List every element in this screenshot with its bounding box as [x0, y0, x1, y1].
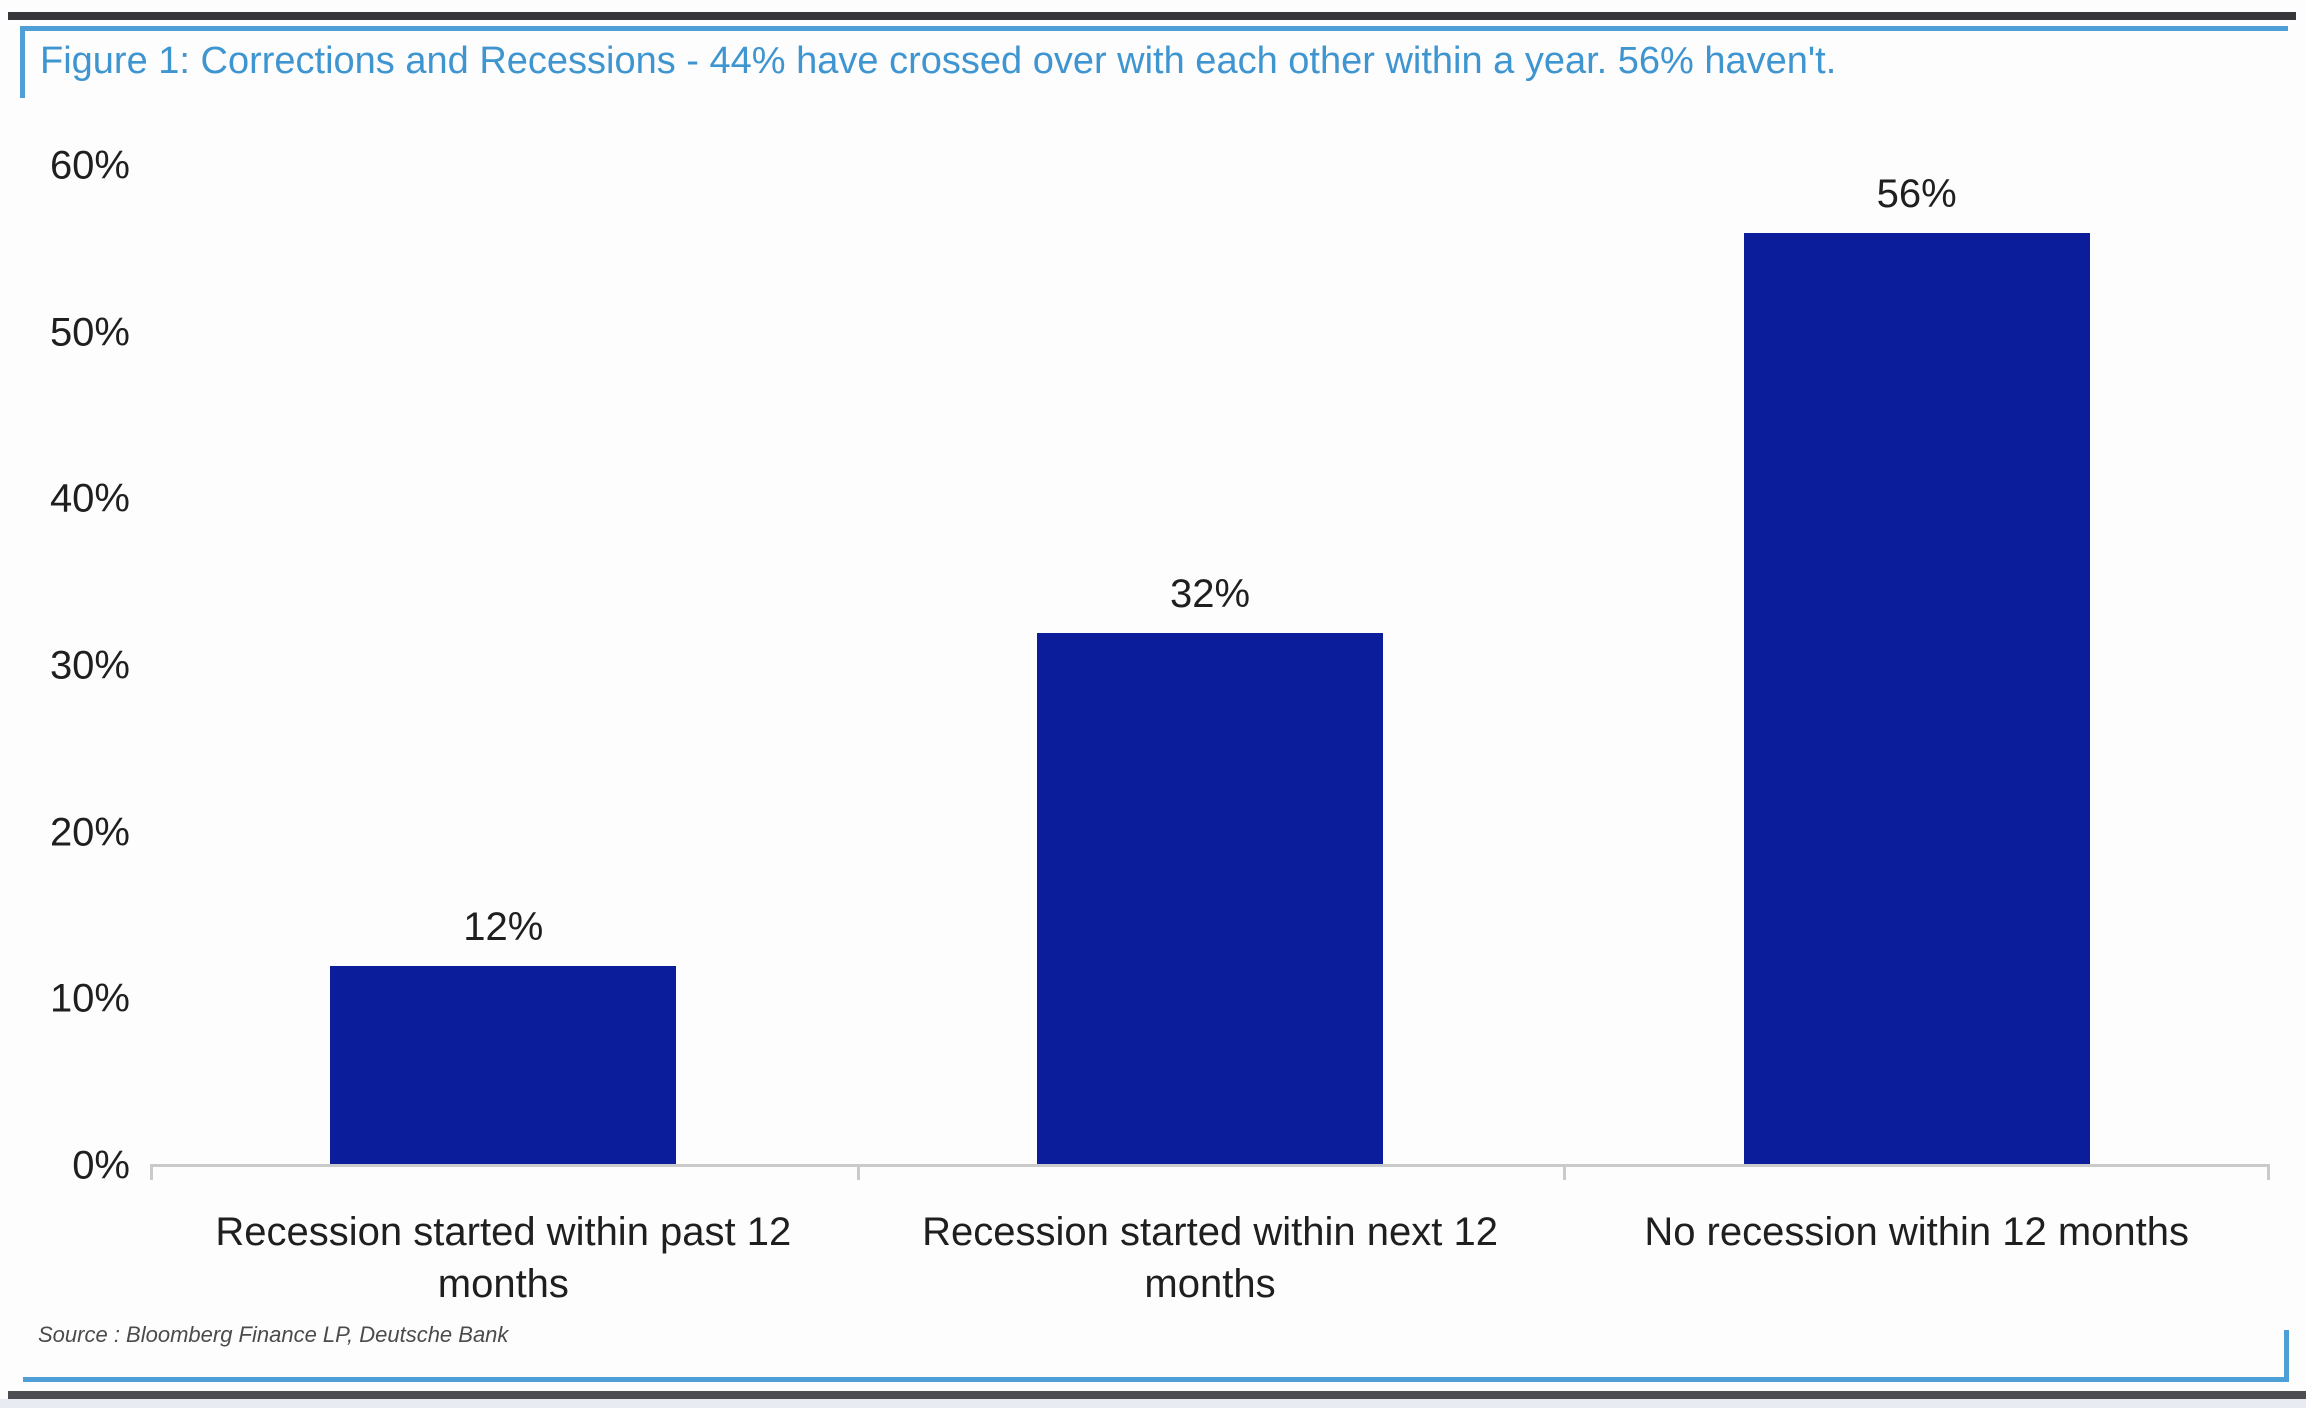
bar-cell: 56% — [1563, 166, 2270, 1166]
bars-row: 12% 32% 56% — [150, 166, 2270, 1166]
y-tick-label: 40% — [49, 476, 130, 521]
bar — [330, 966, 677, 1166]
y-axis: 0% 10% 20% 30% 40% 50% 60% — [0, 144, 130, 1188]
category-label: Recession started within next 12 months — [922, 1210, 1498, 1306]
y-tick-label: 50% — [49, 310, 130, 355]
bar-cell: 32% — [857, 166, 1564, 1166]
figure-border-left-tick — [20, 26, 25, 98]
figure-bottom-border — [23, 1377, 2289, 1382]
figure-title: Figure 1: Corrections and Recessions - 4… — [40, 40, 1837, 82]
y-tick-label: 60% — [49, 143, 130, 188]
figure-border-right-tick — [2284, 1330, 2289, 1382]
page-top-rule — [8, 12, 2296, 20]
category-label: No recession within 12 months — [1644, 1210, 2190, 1254]
y-tick-label: 30% — [49, 643, 130, 688]
category-axis-labels: Recession started within past 12 months R… — [150, 1206, 2270, 1310]
bar-chart-plot-area: 12% 32% 56% — [150, 166, 2270, 1166]
bar-value-label: 12% — [463, 905, 544, 949]
page-bottom-rule — [8, 1391, 2306, 1399]
x-axis-tick — [856, 1164, 860, 1180]
y-tick-label: 20% — [49, 810, 130, 855]
bar — [1743, 232, 2090, 1166]
bar — [1036, 632, 1384, 1166]
y-tick-label: 10% — [49, 976, 130, 1021]
category-label: Recession started within past 12 months — [215, 1210, 792, 1306]
bar-value-label: 32% — [1169, 571, 1251, 616]
x-axis-tick — [150, 1164, 153, 1180]
page-bottom-strip — [0, 1399, 2306, 1408]
x-axis-tick — [1563, 1164, 1567, 1180]
y-tick-label: 0% — [72, 1143, 130, 1188]
x-axis-line — [150, 1164, 2270, 1167]
x-axis-tick — [2267, 1164, 2270, 1180]
source-note: Source : Bloomberg Finance LP, Deutsche … — [38, 1322, 509, 1347]
bar-value-label: 56% — [1876, 171, 1957, 216]
figure-top-border — [20, 26, 2288, 31]
bar-cell: 12% — [150, 166, 857, 1166]
